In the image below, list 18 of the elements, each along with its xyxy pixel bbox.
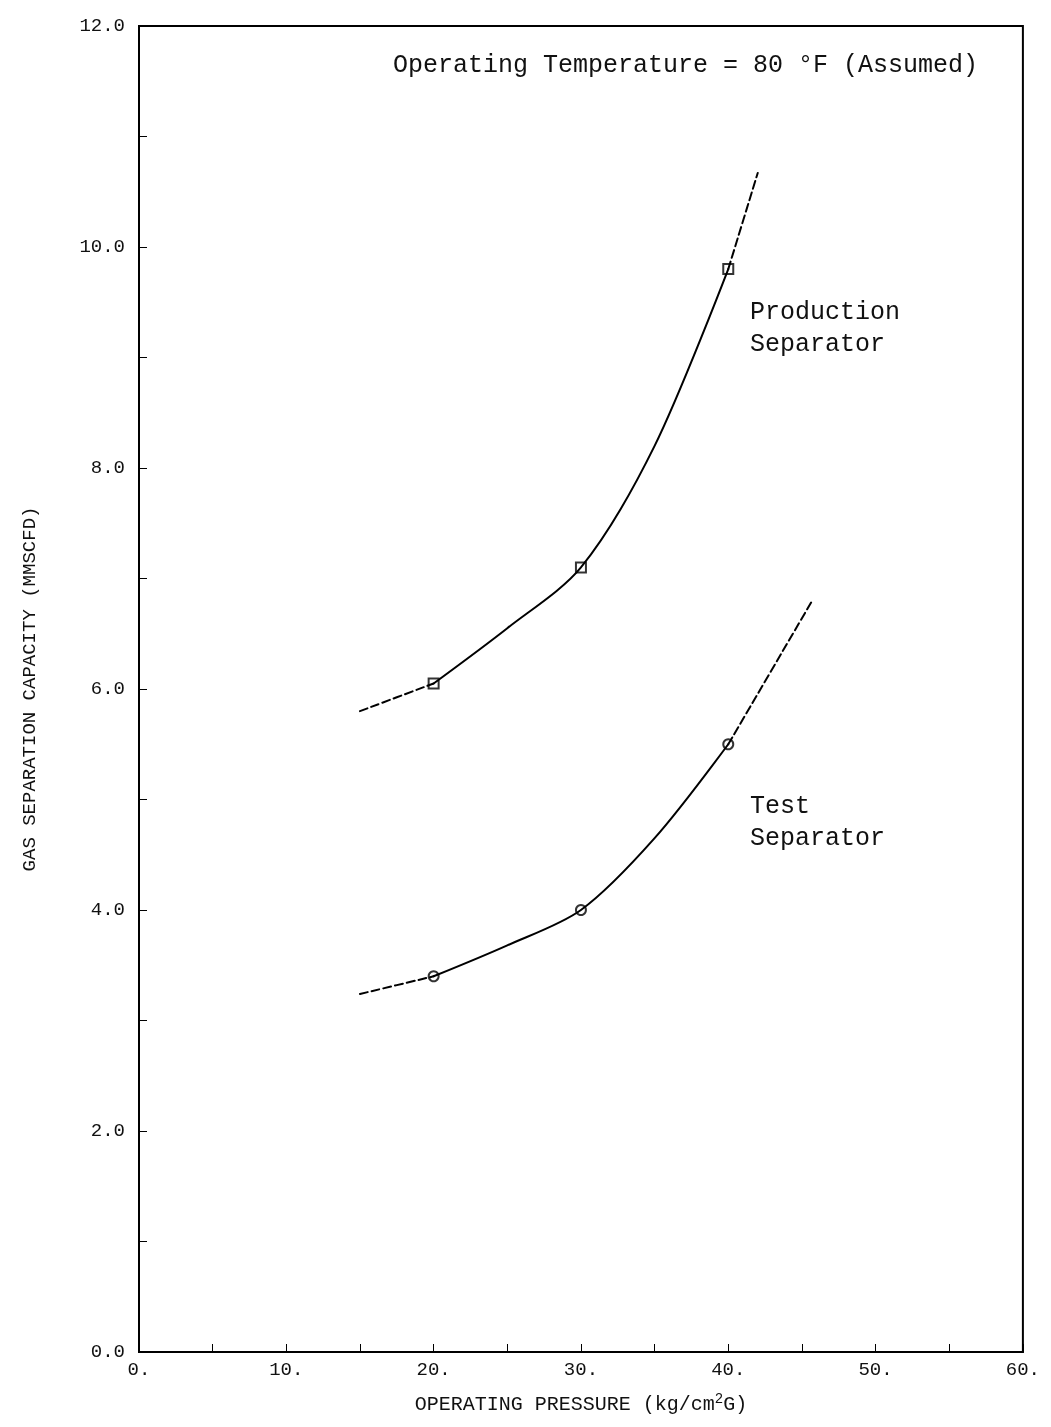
y-tick-label: 2.0 <box>90 1120 125 1142</box>
x-tick-label: 30. <box>563 1358 599 1381</box>
y-tick-label: 8.0 <box>90 457 125 479</box>
text: Operating Temperature = 80 °F (Assumed) <box>392 51 979 80</box>
x-tick-label: 20. <box>416 1358 451 1381</box>
x-tick-label: 50. <box>858 1358 893 1381</box>
y-tick-label: 10.0 <box>79 236 125 258</box>
y-tick-label: 0.0 <box>90 1341 125 1363</box>
annotation: Production Separator <box>750 297 901 359</box>
x-tick-label: 60. <box>1005 1358 1041 1381</box>
y-tick-label: 4.0 <box>90 899 125 921</box>
x-tick-label: 0. <box>127 1358 151 1381</box>
x-tick-label: 10. <box>269 1358 304 1381</box>
annotation: Test Separator <box>750 791 886 853</box>
x-tick-label: 40. <box>711 1358 746 1381</box>
y-tick-label: 12.0 <box>79 15 125 37</box>
y-axis-title: GAS SEPARATION CAPACITY (MMSCFD) <box>18 506 41 872</box>
y-tick-label: 6.0 <box>90 678 125 700</box>
